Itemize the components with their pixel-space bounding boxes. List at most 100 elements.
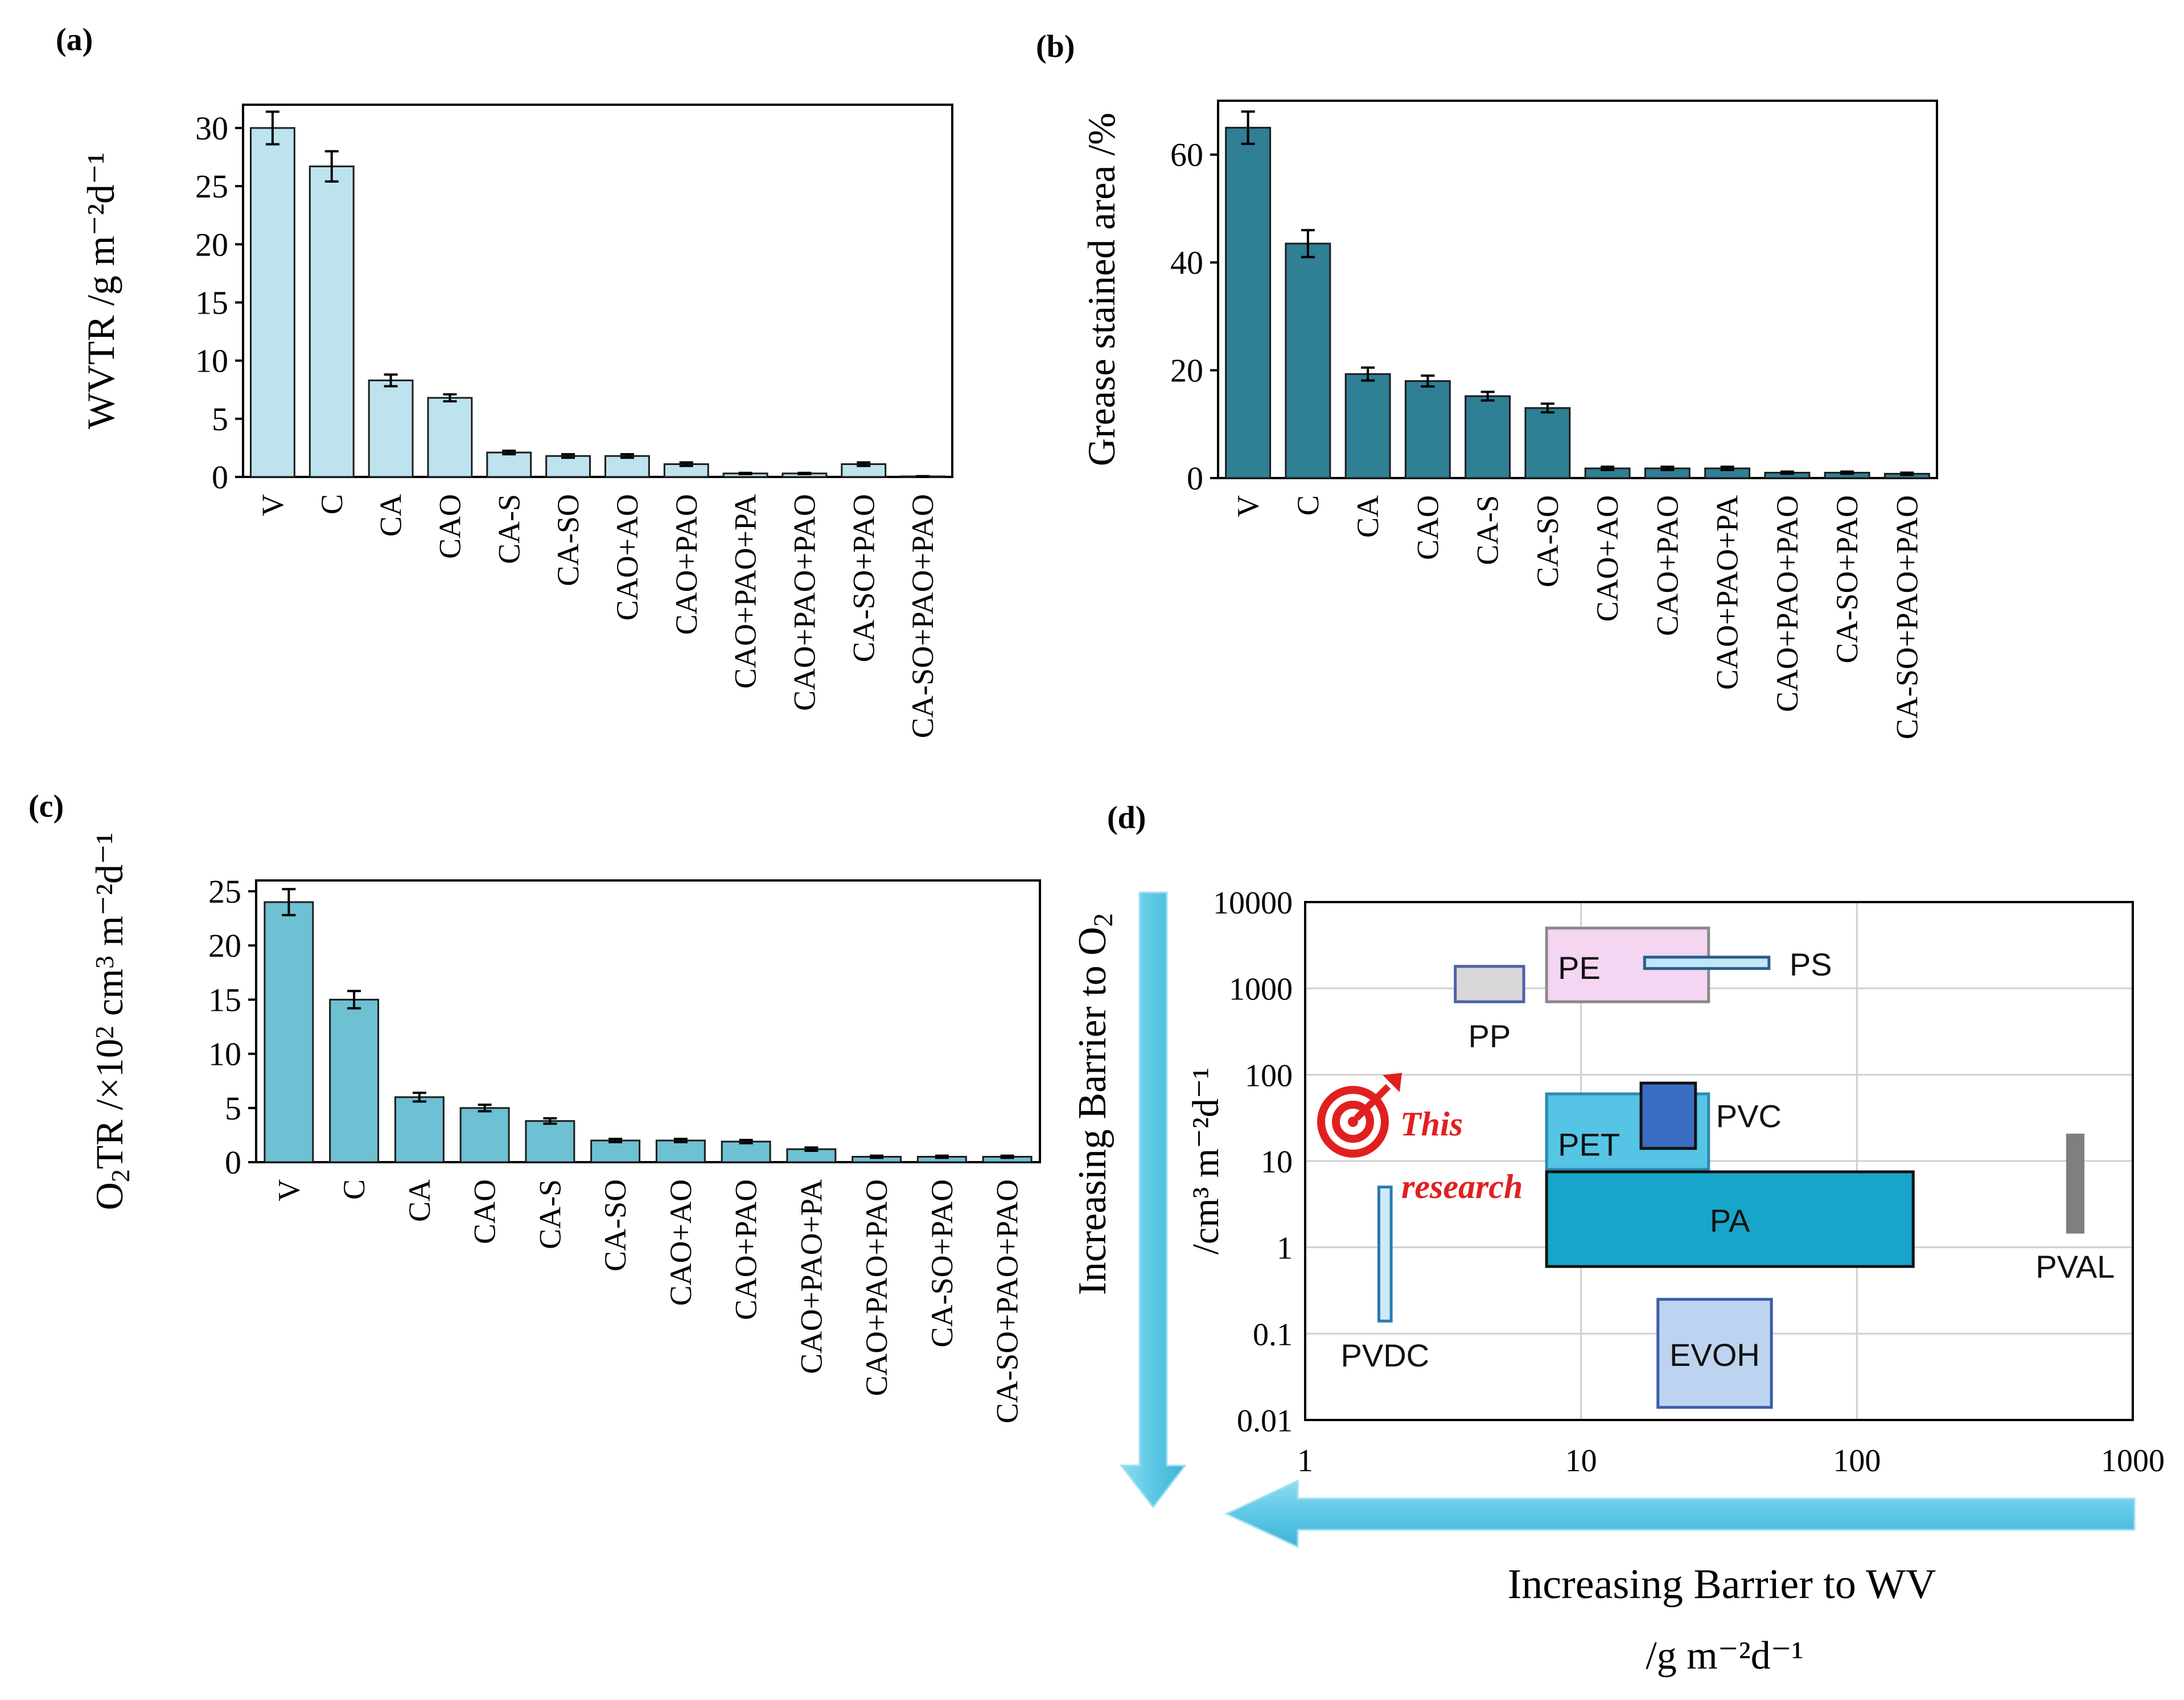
- region-label-pvdc: PVDC: [1340, 1337, 1429, 1373]
- ytick-label-c: 15: [208, 981, 241, 1018]
- xtick-label-b-4: CAO: [1410, 495, 1445, 560]
- xtick-label-a-11: CA-SO+PAO: [846, 494, 881, 662]
- xtick-label-c-12: CA-SO+PAO+PAO: [990, 1179, 1025, 1423]
- ytick-label-c: 25: [208, 873, 241, 910]
- xtick-label-c-11: CA-SO+PAO: [925, 1179, 959, 1348]
- bar-a-7: [604, 455, 650, 478]
- bar-c-5: [525, 1120, 575, 1163]
- bar-a-1: [249, 127, 295, 478]
- xtick-label-c-9: CAO+PAO+PA: [794, 1179, 828, 1374]
- xtick-label-a-7: CAO+AO: [610, 494, 644, 620]
- xtick-label-a-12: CA-SO+PAO+PAO: [906, 494, 940, 738]
- region-label-pval: PVAL: [2035, 1249, 2115, 1285]
- region-label-pvc: PVC: [1716, 1098, 1782, 1134]
- ytick-label-d: 10000: [1213, 886, 1293, 921]
- bar-b-3: [1344, 373, 1391, 479]
- region-label-pa: PA: [1710, 1203, 1750, 1238]
- bar-c-7: [655, 1139, 706, 1163]
- ytick-label-d: 0.01: [1237, 1403, 1293, 1439]
- xtick-label-d: 1: [1297, 1443, 1313, 1479]
- ytick-label-d: 1: [1277, 1231, 1293, 1266]
- ytick-label-a: 0: [212, 459, 228, 496]
- plot-frame-a: [242, 104, 953, 478]
- panel-label-b: (b): [1036, 29, 1075, 64]
- ylabel-part: 3: [90, 956, 119, 969]
- xtick-label-a-5: CA-S: [492, 494, 526, 564]
- region-evoh: [1656, 1298, 1773, 1409]
- chart-b-grease: 0 20 40 60 V C CA CAO CA-S CA-SO CAO+AO CAO+PAO CAO+…: [1080, 100, 1938, 739]
- xtick-label-a-1: V: [256, 494, 290, 516]
- region-label-pp: PP: [1469, 1018, 1511, 1054]
- ytick-label-b: 60: [1170, 137, 1203, 174]
- plot-frame-d: [1304, 901, 2134, 1421]
- ylabel-part: O: [88, 1182, 131, 1210]
- bar-b-2: [1285, 242, 1331, 479]
- xtick-label-b-5: CA-S: [1471, 495, 1505, 565]
- region-pp: [1454, 965, 1525, 1003]
- target-dart: [1354, 1084, 1391, 1121]
- xtick-label-b-9: CAO+PAO+PA: [1710, 495, 1745, 690]
- xlabel-units-d: /g m⁻²d⁻¹: [1646, 1634, 1803, 1678]
- target-dart-head: [1383, 1073, 1402, 1092]
- xtick-label-b-12: CA-SO+PAO+PAO: [1890, 495, 1924, 739]
- bar-b-6: [1524, 407, 1571, 479]
- arrow-left-wv: [1224, 1479, 2136, 1549]
- chart-c-o2tr: 0 5 10 15 20 25 V C CA CAO CA-S CA-SO CAO+AO CAO+PAO C…: [88, 833, 1041, 1423]
- ytick-label-b: 20: [1170, 352, 1203, 389]
- xtick-label-d: 100: [1833, 1443, 1881, 1479]
- ylabel-c: O2TR /×102 cm3 m⁻²d⁻¹: [88, 833, 135, 1211]
- bar-a-2: [309, 165, 355, 478]
- xtick-label-c-10: CAO+PAO+PAO: [859, 1179, 894, 1396]
- region-pval: [2066, 1133, 2085, 1234]
- xtick-label-b-7: CAO+AO: [1590, 495, 1624, 621]
- chart-a-wvtr: 0 5 10 15 20 25 30 V C CA CAO CA-S CA-SO CAO+AO CAO+PA…: [79, 104, 953, 738]
- ylabel-part: cm: [88, 969, 131, 1026]
- ytick-label-c: 10: [208, 1036, 241, 1073]
- bar-b-5: [1465, 395, 1511, 479]
- region-pa: [1545, 1170, 1915, 1268]
- ylabel-part: TR /×10: [88, 1039, 131, 1169]
- xtick-label-b-3: CA: [1351, 495, 1385, 538]
- bar-b-1: [1225, 126, 1272, 479]
- xtick-label-a-6: CA-SO: [551, 494, 585, 586]
- ytick-label-d: 100: [1245, 1058, 1293, 1093]
- xtick-label-b-10: CAO+PAO+PAO: [1770, 495, 1804, 712]
- xtick-label-b-6: CA-SO: [1531, 495, 1565, 587]
- xtick-label-b-1: V: [1231, 495, 1265, 517]
- xtick-label-b-2: C: [1291, 495, 1325, 516]
- ylabel-a: WVTR /g m⁻²d⁻¹: [79, 153, 122, 430]
- xtick-label-a-2: C: [315, 494, 349, 514]
- ytick-label-c: 5: [225, 1090, 241, 1127]
- ytick-label-a: 25: [195, 168, 228, 205]
- ylabel-part: 2: [90, 1026, 119, 1039]
- xtick-label-b-8: CAO+PAO: [1650, 495, 1684, 636]
- annotation-research: research: [1401, 1168, 1523, 1205]
- ytick-label-a: 30: [195, 110, 228, 147]
- plot-frame-b: [1217, 100, 1938, 479]
- xtick-label-c-3: CA: [402, 1179, 437, 1222]
- region-ps: [1643, 956, 1771, 970]
- annotation-this: This: [1400, 1105, 1463, 1143]
- xtick-label-c-8: CAO+PAO: [729, 1179, 763, 1320]
- ytick-label-d: 0.1: [1253, 1317, 1293, 1352]
- bar-c-1: [264, 901, 314, 1163]
- xtick-label-a-3: CA: [374, 494, 408, 537]
- region-label-pe: PE: [1558, 950, 1601, 986]
- panel-label-a: (a): [56, 22, 93, 57]
- ytick-label-b: 40: [1170, 244, 1203, 281]
- xtick-label-d: 10: [1565, 1443, 1597, 1479]
- region-label-evoh: EVOH: [1669, 1337, 1760, 1373]
- arrow-down-o2: [1119, 891, 1187, 1509]
- xtick-label-a-9: CAO+PAO+PA: [729, 494, 763, 689]
- bar-c-4: [459, 1107, 510, 1163]
- bar-b-4: [1404, 380, 1451, 479]
- ytick-label-b: 0: [1187, 460, 1203, 497]
- xtick-label-c-6: CA-SO: [598, 1179, 632, 1271]
- bar-c-2: [329, 998, 380, 1163]
- ytick-label-a: 15: [195, 284, 228, 321]
- ytick-label-a: 10: [195, 343, 228, 380]
- region-label-pet: PET: [1558, 1126, 1620, 1162]
- region-pvc: [1639, 1081, 1697, 1150]
- ytick-label-d: 1000: [1229, 972, 1293, 1007]
